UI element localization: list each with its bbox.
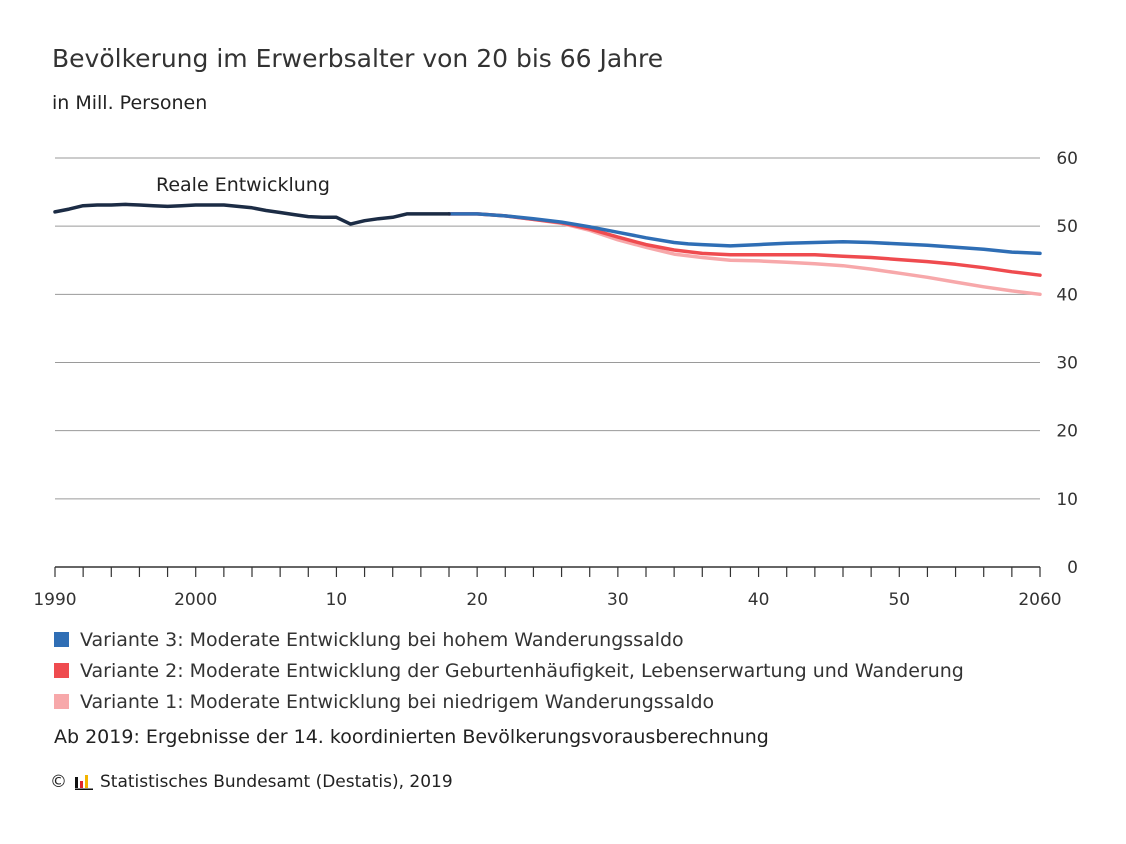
copyright-symbol: © — [50, 772, 67, 792]
legend-swatch-variante-3 — [54, 632, 69, 647]
x-tick-label-20: 20 — [466, 590, 488, 610]
legend-label-variante-1: Variante 1: Moderate Entwicklung bei nie… — [80, 690, 715, 713]
x-tick-label-30: 30 — [607, 590, 629, 610]
x-tick-label-1990: 1990 — [33, 590, 76, 610]
legend-item-variante-2: Variante 2: Moderate Entwicklung der Geb… — [54, 655, 964, 686]
legend-swatch-variante-1 — [54, 694, 69, 709]
chart-title: Bevölkerung im Erwerbsalter von 20 bis 6… — [52, 44, 664, 73]
x-tick-label-2060: 2060 — [1018, 590, 1061, 610]
y-axis-labels: 0 10 20 30 40 50 60 — [1056, 149, 1078, 578]
y-tick-label-60: 60 — [1056, 149, 1078, 169]
series-line-real — [53, 202, 451, 226]
x-axis — [54, 566, 1041, 577]
chart-note: Ab 2019: Ergebnisse der 14. koordinierte… — [54, 726, 769, 748]
series-line-v3 — [447, 212, 1042, 256]
y-tick-label-50: 50 — [1056, 217, 1078, 237]
series-lines — [53, 202, 1042, 297]
y-tick-label-30: 30 — [1056, 354, 1078, 374]
source-line: © Statistisches Bundesamt (Destatis), 20… — [50, 772, 453, 792]
legend-label-variante-3: Variante 3: Moderate Entwicklung bei hoh… — [80, 628, 684, 651]
x-tick-label-2000: 2000 — [174, 590, 217, 610]
y-tick-label-0: 0 — [1067, 558, 1078, 578]
annotation-reale-entwicklung: Reale Entwicklung — [156, 174, 330, 196]
chart-subtitle: in Mill. Personen — [52, 92, 208, 114]
x-tick-label-50: 50 — [888, 590, 910, 610]
y-tick-label-10: 10 — [1056, 490, 1078, 510]
destatis-logo-icon — [75, 774, 93, 790]
legend: Variante 3: Moderate Entwicklung bei hoh… — [54, 624, 964, 717]
x-tick-label-40: 40 — [748, 590, 770, 610]
line-chart: 0 10 20 30 40 50 60 1990 2000 10 20 30 40 50 2060 Rea… — [33, 149, 1078, 610]
y-tick-label-40: 40 — [1056, 285, 1078, 305]
gridlines — [55, 157, 1040, 500]
legend-item-variante-3: Variante 3: Moderate Entwicklung bei hoh… — [54, 624, 964, 655]
legend-item-variante-1: Variante 1: Moderate Entwicklung bei nie… — [54, 686, 964, 717]
y-tick-label-20: 20 — [1056, 422, 1078, 442]
legend-swatch-variante-2 — [54, 663, 69, 678]
source-text: Statistisches Bundesamt (Destatis), 2019 — [100, 772, 453, 792]
legend-label-variante-2: Variante 2: Moderate Entwicklung der Geb… — [80, 659, 964, 682]
x-axis-labels: 1990 2000 10 20 30 40 50 2060 — [33, 590, 1061, 610]
x-tick-label-10: 10 — [326, 590, 348, 610]
